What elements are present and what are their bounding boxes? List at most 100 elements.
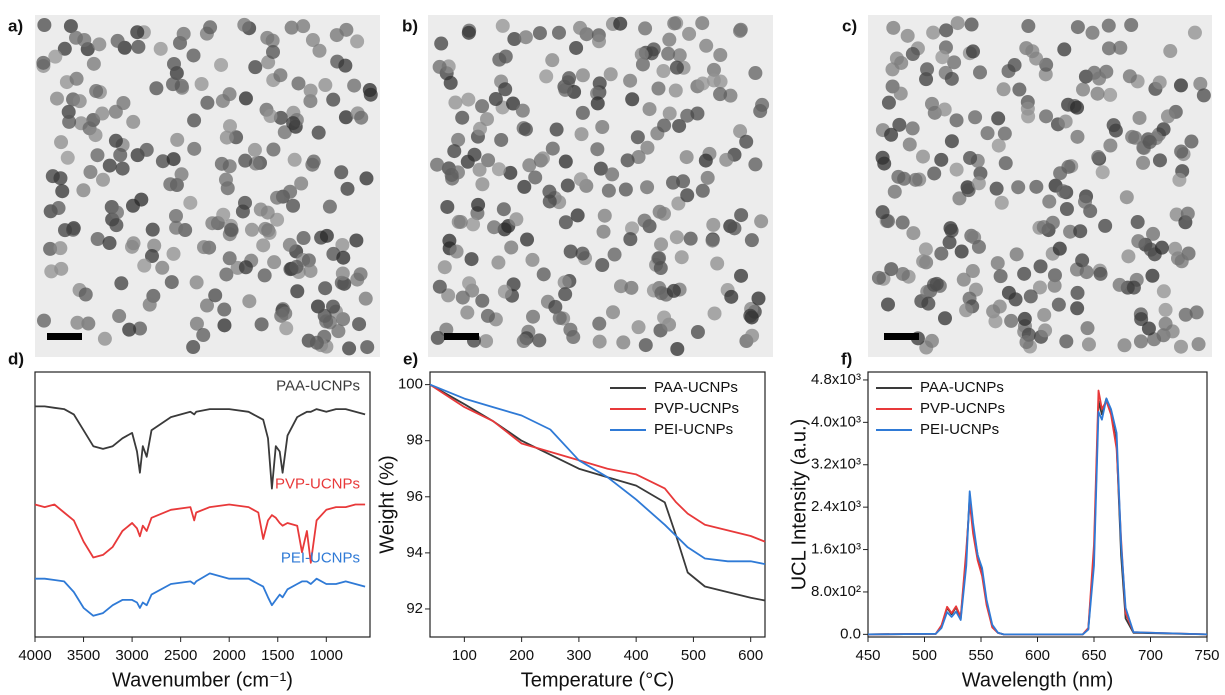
particle [558, 287, 573, 302]
particle [309, 335, 324, 350]
particle [1023, 289, 1038, 304]
particle [305, 157, 320, 172]
particle [605, 305, 620, 320]
particle [574, 127, 589, 142]
particle [1145, 268, 1160, 283]
particle [1029, 179, 1044, 194]
particle [1095, 165, 1110, 180]
particle [432, 279, 447, 294]
particle [1158, 302, 1173, 317]
particle [881, 95, 896, 110]
y-tick-label: 4.8x10³ [811, 371, 861, 388]
particle [114, 276, 129, 291]
particle [487, 220, 502, 235]
x-tick-label: 700 [1138, 647, 1163, 664]
particle [1070, 285, 1085, 300]
particle [174, 167, 189, 182]
x-tick-label: 600 [1025, 647, 1050, 664]
particle [991, 138, 1006, 153]
particle [744, 233, 759, 248]
particle [525, 252, 540, 267]
particle [322, 199, 337, 214]
particle [61, 104, 76, 119]
particle [247, 142, 262, 157]
y-tick-label: 0.0 [840, 625, 861, 642]
particle [1056, 184, 1071, 199]
particle [1057, 42, 1072, 57]
particle [748, 66, 763, 81]
particle [116, 96, 131, 111]
x-tick-label: 400 [624, 647, 649, 664]
particle [238, 260, 253, 275]
particle [488, 92, 503, 107]
particle [187, 113, 202, 128]
particle [496, 202, 511, 217]
particle [258, 221, 273, 236]
particle [102, 236, 117, 251]
particle [1126, 280, 1141, 295]
particle [62, 114, 77, 129]
particle [503, 165, 518, 180]
particle [705, 233, 720, 248]
particle [552, 310, 567, 325]
particle [563, 322, 578, 337]
x-tick-label: 500 [681, 647, 706, 664]
particle [1059, 201, 1074, 216]
particle [676, 174, 691, 189]
particle [575, 105, 590, 120]
particle [563, 244, 578, 259]
particle [1070, 301, 1085, 316]
particle [342, 341, 357, 356]
x-tick-label: 300 [566, 647, 591, 664]
series-label: PAA-UCNPs [276, 377, 360, 394]
particle [164, 275, 179, 290]
particle [303, 83, 318, 98]
particle [875, 205, 890, 220]
particle [1174, 144, 1189, 159]
particle [1093, 266, 1108, 281]
particle [539, 69, 554, 84]
data-line [429, 383, 766, 543]
particle [149, 81, 164, 96]
particle [90, 232, 105, 247]
particle [613, 16, 628, 31]
particle [1142, 134, 1157, 149]
particle [462, 276, 477, 291]
particle [122, 322, 137, 337]
particle [504, 240, 519, 255]
particle [575, 246, 590, 261]
data-line [429, 383, 766, 602]
x-tick-label: 100 [452, 647, 477, 664]
particle [921, 296, 936, 311]
particle [102, 158, 117, 173]
particle [1143, 242, 1158, 257]
particle [214, 156, 229, 171]
particles [36, 16, 1211, 356]
particle [573, 172, 588, 187]
particle [1080, 321, 1095, 336]
particle [518, 30, 533, 45]
particle [887, 184, 902, 199]
particle [130, 25, 145, 40]
particle [971, 176, 986, 191]
particle [897, 171, 912, 186]
particle [616, 335, 631, 350]
particle [303, 94, 318, 109]
particle [1079, 265, 1094, 280]
particle [682, 26, 697, 41]
x-axis-label: Wavelength (nm) [962, 669, 1114, 691]
x-tick-label: 200 [509, 647, 534, 664]
particle [163, 177, 178, 192]
particle [997, 126, 1012, 141]
y-tick-label: 94 [406, 544, 423, 561]
particle [638, 338, 653, 353]
particle [1076, 82, 1091, 97]
particle [110, 33, 125, 48]
particle [754, 214, 769, 229]
particle [335, 266, 350, 281]
particle [1058, 114, 1073, 129]
particle [1136, 155, 1151, 170]
particle [1033, 259, 1048, 274]
particle [331, 324, 346, 339]
particle [166, 56, 181, 71]
